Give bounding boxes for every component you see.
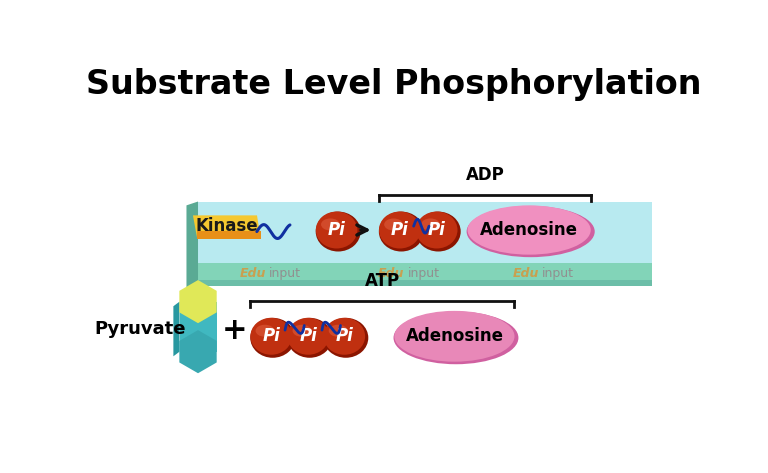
Text: Pi: Pi [328, 221, 346, 239]
Text: Edu: Edu [513, 267, 539, 280]
Ellipse shape [287, 318, 332, 358]
Text: input: input [408, 267, 439, 280]
Ellipse shape [379, 211, 424, 252]
Ellipse shape [467, 206, 594, 257]
Polygon shape [174, 302, 180, 356]
Text: Substrate Level Phosphorylation: Substrate Level Phosphorylation [86, 68, 701, 101]
Ellipse shape [323, 318, 365, 355]
Polygon shape [187, 201, 198, 290]
Text: Adenosine: Adenosine [480, 221, 578, 239]
Ellipse shape [416, 211, 458, 248]
Ellipse shape [316, 211, 361, 252]
Ellipse shape [287, 318, 329, 355]
Text: Pi: Pi [336, 327, 353, 345]
Ellipse shape [323, 318, 369, 358]
Ellipse shape [250, 318, 292, 355]
Ellipse shape [393, 311, 518, 364]
Ellipse shape [250, 318, 295, 358]
Ellipse shape [384, 219, 403, 230]
Ellipse shape [316, 211, 357, 248]
Ellipse shape [395, 311, 515, 362]
Ellipse shape [379, 211, 421, 248]
Text: Pi: Pi [428, 221, 445, 239]
Text: Pi: Pi [300, 327, 317, 345]
Text: Pi: Pi [391, 221, 409, 239]
Ellipse shape [421, 219, 440, 230]
Polygon shape [197, 231, 260, 239]
Ellipse shape [293, 325, 311, 337]
Polygon shape [198, 280, 652, 286]
Text: Adenosine: Adenosine [406, 327, 504, 345]
Text: ATP: ATP [365, 272, 400, 290]
Text: +: + [222, 315, 248, 345]
Text: input: input [269, 267, 301, 280]
Polygon shape [180, 302, 217, 351]
Text: ADP: ADP [465, 166, 505, 184]
Ellipse shape [415, 211, 461, 252]
Text: input: input [542, 267, 574, 280]
Ellipse shape [256, 325, 274, 337]
Text: Pi: Pi [262, 327, 280, 345]
Text: Edu: Edu [378, 267, 405, 280]
Ellipse shape [468, 205, 591, 254]
Ellipse shape [329, 325, 347, 337]
Polygon shape [198, 263, 652, 280]
Polygon shape [180, 330, 217, 373]
Text: Edu: Edu [240, 267, 266, 280]
Polygon shape [180, 280, 217, 323]
Text: Kinase: Kinase [195, 217, 258, 235]
Polygon shape [198, 201, 652, 263]
Text: Pyruvate: Pyruvate [94, 320, 186, 338]
Ellipse shape [321, 219, 339, 230]
Polygon shape [193, 215, 260, 239]
